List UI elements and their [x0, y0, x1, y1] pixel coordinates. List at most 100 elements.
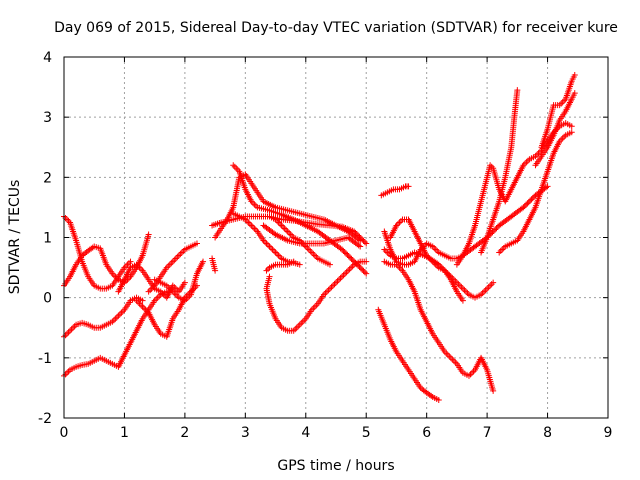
- series-arc-a7: [145, 240, 200, 295]
- y-tick-label: -1: [38, 351, 52, 367]
- data-point: [307, 248, 314, 255]
- data-point: [65, 329, 72, 336]
- plot-data: [61, 72, 578, 403]
- data-point: [64, 216, 71, 223]
- data-point: [172, 285, 179, 292]
- data-point: [299, 318, 306, 325]
- series-arc-b9: [263, 258, 370, 334]
- data-point: [467, 371, 474, 378]
- data-point: [361, 239, 368, 246]
- data-point: [296, 321, 303, 328]
- data-point: [136, 300, 143, 307]
- data-point: [325, 287, 332, 294]
- data-point: [340, 272, 347, 279]
- data-point: [559, 99, 566, 106]
- data-point: [525, 199, 532, 206]
- data-point: [349, 257, 356, 264]
- data-point: [497, 248, 504, 255]
- data-point: [110, 272, 117, 279]
- data-point: [251, 225, 258, 232]
- data-point: [462, 288, 469, 295]
- data-point: [382, 248, 389, 255]
- data-point: [265, 242, 271, 249]
- data-point: [301, 317, 308, 324]
- series-arc-a3: [61, 294, 146, 340]
- series-arc-a2: [61, 231, 152, 289]
- data-point: [328, 284, 335, 291]
- data-point: [521, 203, 528, 210]
- data-point: [168, 260, 175, 267]
- axis-ticks: 0 1 2 3 4 5 6 7 8 9 -2 -1 0 1 2 3 4: [38, 50, 612, 441]
- data-point: [459, 285, 466, 292]
- data-point: [62, 371, 69, 378]
- data-point: [138, 266, 145, 273]
- data-point: [278, 222, 285, 229]
- data-point: [357, 243, 364, 250]
- data-point: [166, 261, 173, 268]
- data-point: [446, 353, 453, 360]
- data-point: [359, 266, 366, 273]
- data-point: [64, 330, 71, 337]
- data-point: [139, 303, 146, 310]
- data-point: [275, 252, 282, 259]
- data-point: [356, 263, 363, 270]
- data-point: [230, 162, 237, 169]
- data-point: [341, 249, 348, 256]
- y-tick-label: 3: [43, 110, 52, 126]
- data-point: [342, 270, 349, 277]
- data-point: [174, 254, 181, 261]
- data-point: [528, 196, 535, 203]
- series-arc-c9: [496, 129, 575, 256]
- data-point: [523, 201, 530, 208]
- data-point: [337, 275, 344, 282]
- data-point: [118, 309, 125, 316]
- data-point: [175, 252, 182, 259]
- data-point: [499, 246, 506, 253]
- y-axis-label: SDTVAR / TECUs: [7, 180, 23, 295]
- data-point: [347, 254, 354, 261]
- data-point: [397, 217, 404, 224]
- x-tick-label: 6: [422, 425, 431, 441]
- data-point: [558, 100, 565, 107]
- data-point: [292, 326, 299, 333]
- data-point: [178, 249, 185, 256]
- data-point: [269, 246, 276, 253]
- data-point: [296, 261, 303, 268]
- y-tick-label: -2: [38, 411, 52, 427]
- data-point: [171, 257, 178, 264]
- data-point: [443, 350, 450, 357]
- data-point: [119, 308, 126, 315]
- data-point: [263, 240, 270, 247]
- data-point: [458, 284, 465, 291]
- data-point: [200, 258, 207, 265]
- data-point: [333, 279, 339, 286]
- data-point: [357, 265, 364, 272]
- data-point: [310, 305, 317, 312]
- x-tick-label: 5: [362, 425, 371, 441]
- data-point: [568, 123, 575, 130]
- data-point: [172, 291, 179, 298]
- series-arc-c11: [538, 72, 578, 151]
- data-point: [246, 220, 253, 227]
- data-point: [113, 314, 120, 321]
- data-point: [449, 356, 456, 363]
- data-point: [524, 200, 531, 207]
- data-point: [520, 204, 527, 211]
- data-point: [514, 87, 521, 94]
- data-point: [346, 266, 353, 273]
- data-point: [348, 255, 355, 262]
- data-point: [360, 267, 367, 274]
- data-point: [396, 264, 403, 271]
- data-point: [345, 267, 352, 274]
- y-tick-label: 2: [43, 170, 52, 186]
- y-tick-label: 4: [43, 50, 52, 66]
- data-point: [432, 246, 439, 253]
- data-point: [287, 231, 294, 238]
- data-point: [271, 248, 278, 255]
- data-point: [145, 231, 152, 238]
- data-point: [490, 387, 497, 394]
- series-arc-b7: [266, 213, 333, 268]
- data-point: [68, 326, 75, 333]
